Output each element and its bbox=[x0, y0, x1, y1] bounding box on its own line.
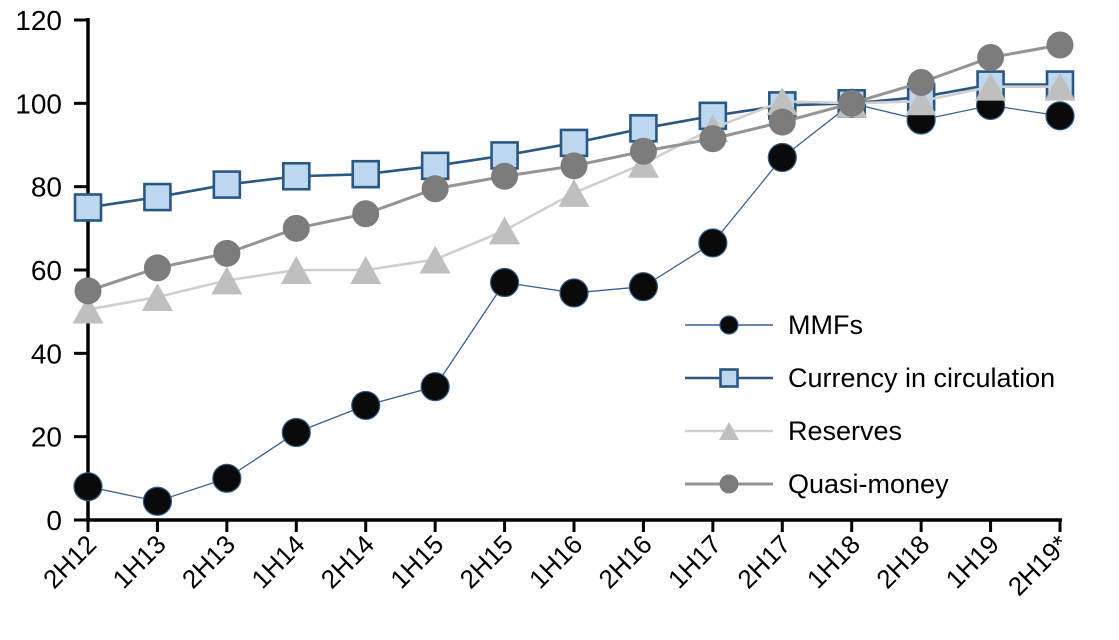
reserves-marker bbox=[350, 256, 382, 284]
legend-item-currency-in-circulation: Currency in circulation bbox=[683, 356, 1055, 400]
reserves-marker bbox=[72, 295, 104, 324]
quasi-money-marker bbox=[629, 137, 657, 165]
legend-label-quasi-money: Quasi-money bbox=[788, 468, 949, 499]
mmfs-marker bbox=[420, 372, 450, 402]
x-axis-tick-label: 2H14 bbox=[315, 529, 380, 594]
quasi-money-marker bbox=[1046, 31, 1074, 59]
legend-item-quasi-money: Quasi-money bbox=[683, 462, 1055, 506]
quasi-money-marker bbox=[560, 152, 588, 180]
mmfs-legend-marker bbox=[719, 315, 739, 335]
reserves-marker bbox=[1044, 72, 1076, 101]
currency-in-circulation-marker bbox=[490, 141, 519, 170]
quasi-money-marker bbox=[352, 200, 380, 228]
reserves-marker bbox=[141, 283, 173, 312]
quasi-money-marker bbox=[977, 44, 1005, 71]
y-axis-tick-label: 100 bbox=[15, 88, 62, 119]
reserves-marker bbox=[419, 245, 451, 274]
reserves-legend-marker bbox=[719, 422, 739, 440]
quasi-money-series bbox=[74, 31, 1074, 305]
currency-in-circulation-legend-marker-icon bbox=[685, 368, 773, 388]
x-axis-tick-label: 1H15 bbox=[384, 529, 449, 594]
mmfs-legend-marker-icon bbox=[685, 315, 773, 335]
x-axis-tick-label: 1H19 bbox=[940, 529, 1005, 594]
currency-in-circulation-marker bbox=[351, 159, 381, 189]
reserves-marker bbox=[211, 266, 243, 295]
currency-in-circulation-legend-marker bbox=[719, 368, 739, 388]
quasi-money-marker bbox=[213, 239, 241, 267]
legend-label-currency-in-circulation: Currency in circulation bbox=[788, 362, 1056, 393]
legend-label-mmfs: MMFs bbox=[788, 309, 863, 340]
quasi-money-marker bbox=[699, 125, 727, 153]
reserves-marker bbox=[280, 256, 312, 284]
x-axis-tick-label: 2H19* bbox=[1002, 529, 1074, 601]
x-axis-tick-label: 1H14 bbox=[245, 529, 310, 594]
mmfs-marker bbox=[559, 278, 589, 308]
currency-in-circulation-marker bbox=[143, 182, 172, 212]
x-axis-tick-label: 2H16 bbox=[593, 529, 658, 594]
mmfs-marker bbox=[351, 390, 381, 421]
reserves-legend-marker-icon bbox=[685, 422, 773, 440]
mmfs-marker bbox=[698, 228, 728, 258]
x-axis-tick-label: 1H18 bbox=[801, 529, 866, 594]
y-axis-tick-label: 60 bbox=[31, 255, 62, 286]
x-axis-tick-label: 2H17 bbox=[731, 529, 796, 594]
currency-in-circulation-marker bbox=[629, 114, 658, 143]
x-axis-tick-label: 2H12 bbox=[37, 529, 102, 594]
y-axis-tick-label: 40 bbox=[31, 338, 62, 369]
y-axis-tick-label: 120 bbox=[15, 5, 62, 36]
y-axis-tick-label: 80 bbox=[31, 172, 62, 203]
quasi-money-legend-marker-icon bbox=[685, 474, 773, 494]
reserves-marker bbox=[489, 216, 521, 245]
mmfs-marker bbox=[489, 267, 520, 298]
quasi-money-marker bbox=[491, 162, 519, 190]
legend-item-mmfs: MMFs bbox=[683, 303, 1055, 347]
x-axis-tick-label: 2H13 bbox=[176, 529, 241, 594]
x-axis-tick-label: 2H15 bbox=[454, 529, 519, 594]
legend-label-reserves: Reserves bbox=[788, 415, 903, 446]
mmfs-marker bbox=[767, 142, 797, 173]
mmfs-marker bbox=[73, 472, 103, 502]
currency-in-circulation-marker bbox=[420, 151, 450, 181]
legend-item-reserves: Reserves bbox=[683, 409, 1055, 453]
quasi-money-marker bbox=[838, 89, 866, 117]
reserves-marker bbox=[766, 87, 798, 116]
currency-in-circulation-marker bbox=[559, 128, 589, 158]
quasi-money-marker bbox=[907, 69, 935, 96]
currency-in-circulation-marker bbox=[73, 193, 103, 222]
quasi-money-legend-marker bbox=[719, 474, 739, 494]
mmfs-marker bbox=[628, 272, 659, 302]
mmfs-marker bbox=[281, 417, 311, 448]
quasi-money-marker bbox=[768, 108, 796, 136]
x-axis-tick-label: 1H13 bbox=[107, 529, 172, 594]
quasi-money-marker bbox=[74, 277, 102, 305]
quasi-money-marker bbox=[282, 214, 310, 242]
currency-in-circulation-marker bbox=[281, 161, 311, 191]
mmfs-marker bbox=[212, 463, 242, 493]
x-axis-tick-label: 1H17 bbox=[662, 529, 727, 594]
mmfs-marker bbox=[1045, 101, 1075, 131]
legend: MMFs Currency in circulation Reserves Qu… bbox=[683, 303, 1055, 506]
quasi-money-marker bbox=[421, 175, 449, 203]
reserves-marker bbox=[558, 178, 590, 207]
reserves-marker bbox=[905, 87, 937, 116]
y-axis-tick-label: 0 bbox=[46, 505, 62, 536]
x-axis-tick-label: 1H16 bbox=[523, 529, 588, 594]
x-axis-tick-label: 2H18 bbox=[870, 529, 935, 594]
y-axis-tick-label: 20 bbox=[31, 422, 62, 453]
reserves-marker bbox=[975, 72, 1007, 101]
currency-in-circulation-marker bbox=[212, 170, 242, 199]
mmfs-marker bbox=[142, 486, 173, 516]
quasi-money-marker bbox=[143, 254, 171, 282]
